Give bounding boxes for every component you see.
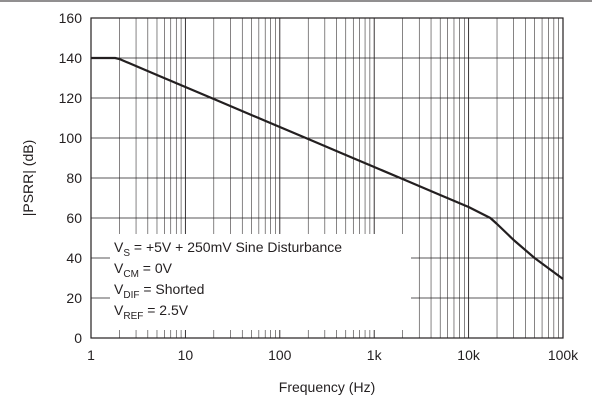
x-tick-label: 1k — [367, 347, 383, 363]
y-tick-label: 40 — [66, 250, 82, 266]
annotation-line: VCM = 0V — [114, 260, 173, 280]
x-tick-label: 10 — [178, 347, 194, 363]
y-tick-label: 80 — [66, 170, 82, 186]
annotation-background — [110, 234, 411, 330]
y-tick-label: 100 — [59, 130, 83, 146]
series-layer — [91, 56, 564, 280]
y-axis-label: |PSRR| (dB) — [20, 140, 36, 217]
x-tick-label: 100k — [548, 347, 579, 363]
y-tick-label: 140 — [59, 50, 83, 66]
tick-layer: 0 20 40 60 80 100 120 140 160 1 10 100 1k 10k 100k — [59, 10, 580, 363]
y-tick-label: 60 — [66, 210, 82, 226]
y-tick-label: 0 — [74, 330, 82, 346]
annotation-line: VREF = 2.5V — [114, 302, 189, 322]
annotation-line: VDIF = Shorted — [114, 281, 204, 301]
plot-frame — [90, 17, 564, 339]
x-axis-label: Frequency (Hz) — [279, 379, 375, 395]
x-tick-label: 1 — [87, 347, 95, 363]
annotation-line: VS = +5V + 250mV Sine Disturbance — [114, 239, 342, 259]
x-tick-label: 10k — [457, 347, 481, 363]
y-tick-label: 120 — [59, 90, 83, 106]
x-tick-label: 100 — [268, 347, 292, 363]
y-tick-label: 160 — [59, 10, 83, 26]
psrr-curve — [91, 56, 564, 280]
y-tick-label: 20 — [66, 290, 82, 306]
